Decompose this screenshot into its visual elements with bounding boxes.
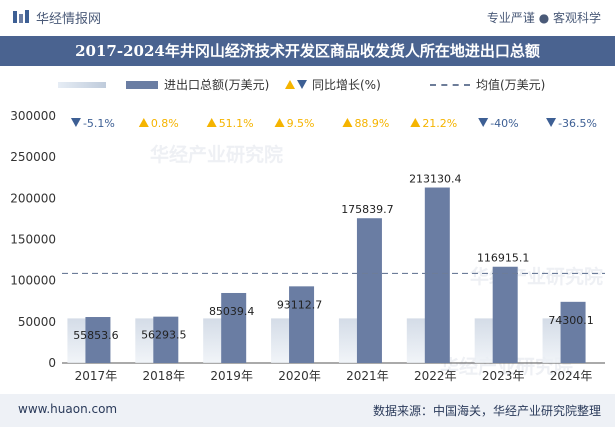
bar-5 xyxy=(356,218,382,363)
legend-down-triangle-icon xyxy=(297,80,307,89)
bar-1 xyxy=(85,317,111,363)
growth-down-triangle-icon xyxy=(546,118,557,127)
bar-value-label: 213130.4 xyxy=(409,173,462,186)
bar-value-label: 56293.5 xyxy=(141,329,187,342)
growth-label: 0.8% xyxy=(151,117,179,130)
y-tick-label: 200000 xyxy=(10,191,56,205)
growth-up-triangle-icon xyxy=(138,118,149,127)
growth-down-triangle-icon xyxy=(70,118,81,127)
bar-2 xyxy=(153,316,179,363)
bar-7 xyxy=(492,266,518,363)
growth-label: 9.5% xyxy=(287,117,315,130)
chart-legend: 进出口总额(万美元) 同比增长(%) 均值(万美元) xyxy=(0,72,615,96)
watermark-text: 华经产业研究院 xyxy=(150,144,284,166)
legend-bar-swatch xyxy=(126,81,158,89)
x-tick-label: 2017年 xyxy=(75,369,118,383)
x-tick-label: 2023年 xyxy=(482,369,525,383)
legend-bar-base-swatch xyxy=(58,82,106,88)
growth-down-triangle-icon xyxy=(478,118,489,127)
growth-label: 51.1% xyxy=(219,117,254,130)
tagline: 专业严谨 ● 客观科学 xyxy=(486,11,601,25)
legend-up-triangle-icon xyxy=(285,80,295,89)
bar-value-label: 55853.6 xyxy=(73,329,119,342)
growth-label: 21.2% xyxy=(422,117,457,130)
growth-up-triangle-icon xyxy=(342,118,353,127)
bar-8 xyxy=(560,301,586,363)
bar-3 xyxy=(221,292,247,363)
x-tick-label: 2024年 xyxy=(550,369,593,383)
growth-label: -40% xyxy=(490,117,518,130)
legend-bar-label: 进出口总额(万美元) xyxy=(164,78,270,92)
legend-growth-label: 同比增长(%) xyxy=(312,78,381,92)
legend-avg-dash xyxy=(430,84,470,86)
site-url: www.huaon.com xyxy=(18,402,118,416)
growth-up-triangle-icon xyxy=(274,118,285,127)
bar-4 xyxy=(289,286,315,363)
x-tick-label: 2022年 xyxy=(414,369,457,383)
bar-value-label: 74300.1 xyxy=(548,314,594,327)
chart-title: 2017-2024年井冈山经济技术开发区商品收发货人所在地进出口总额 xyxy=(75,42,540,60)
growth-label: 88.9% xyxy=(354,117,389,130)
brand-logo-icon xyxy=(13,10,29,23)
y-tick-label: 250000 xyxy=(10,150,56,164)
growth-up-triangle-icon xyxy=(206,118,217,127)
y-tick-label: 100000 xyxy=(10,274,56,288)
footer: www.huaon.com 数据来源：中国海关，华经产业研究院整理 xyxy=(0,394,615,427)
data-source: 数据来源：中国海关，华经产业研究院整理 xyxy=(372,404,601,418)
bar-chart: 0 50000 100000 150000 200000 250000 300000 5585… xyxy=(10,109,605,383)
y-tick-label: 50000 xyxy=(18,315,56,329)
brand-name: 华经情报网 xyxy=(36,12,102,27)
x-tick-label: 2021年 xyxy=(346,369,389,383)
x-tick-label: 2018年 xyxy=(143,369,186,383)
bar-value-label: 116915.1 xyxy=(477,252,530,265)
growth-label: -36.5% xyxy=(558,117,597,130)
x-tick-label: 2019年 xyxy=(210,369,253,383)
x-tick-label: 2020年 xyxy=(278,369,321,383)
title-bar: 2017-2024年井冈山经济技术开发区商品收发货人所在地进出口总额 xyxy=(0,36,615,66)
bar-value-label: 85039.4 xyxy=(209,305,255,318)
watermark-text: 华经产业研究院 xyxy=(440,356,574,378)
top-bar: 华经情报网 专业严谨 ● 客观科学 xyxy=(0,0,615,36)
growth-up-triangle-icon xyxy=(410,118,421,127)
growth-label: -5.1% xyxy=(83,117,115,130)
y-tick-label: 300000 xyxy=(10,109,56,123)
legend-avg-label: 均值(万美元) xyxy=(476,78,546,92)
bar-6 xyxy=(424,187,450,363)
bar-value-label: 93112.7 xyxy=(277,298,323,311)
bar-value-label: 175839.7 xyxy=(341,203,394,216)
y-tick-label: 0 xyxy=(48,356,56,370)
y-tick-label: 150000 xyxy=(10,233,56,247)
